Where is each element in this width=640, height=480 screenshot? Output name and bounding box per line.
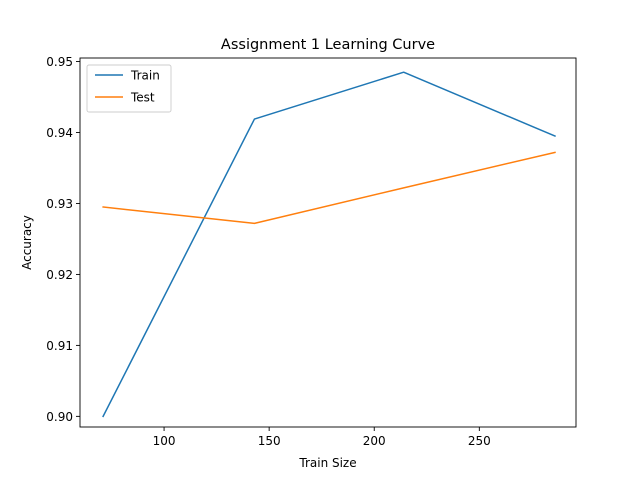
series-line-train	[102, 71, 556, 418]
series-layer	[102, 71, 556, 418]
y-tick-label: 0.91	[46, 339, 73, 353]
x-axis: 100 150 200 250	[153, 427, 491, 448]
plot-area-frame	[79, 57, 577, 428]
y-tick-label: 0.90	[46, 410, 73, 424]
legend-frame	[86, 64, 172, 113]
y-tick-label: 0.92	[46, 268, 73, 282]
x-tick-label: 150	[258, 434, 281, 448]
series-line-test	[102, 151, 556, 225]
legend-label-train: Train	[130, 69, 160, 83]
x-axis-label: Train Size	[298, 456, 356, 470]
y-axis-label: Accuracy	[20, 215, 34, 270]
y-axis: 0.90 0.91 0.92 0.93 0.94 0.95	[46, 55, 80, 424]
y-tick-label: 0.93	[46, 197, 73, 211]
y-tick-label: 0.95	[46, 55, 73, 69]
chart-title: Assignment 1 Learning Curve	[221, 37, 435, 53]
legend: Train Test	[86, 64, 172, 113]
x-tick-label: 100	[153, 434, 176, 448]
x-tick-label: 250	[468, 434, 491, 448]
x-tick-label: 200	[363, 434, 386, 448]
legend-label-test: Test	[130, 91, 155, 105]
y-tick-label: 0.94	[46, 126, 73, 140]
